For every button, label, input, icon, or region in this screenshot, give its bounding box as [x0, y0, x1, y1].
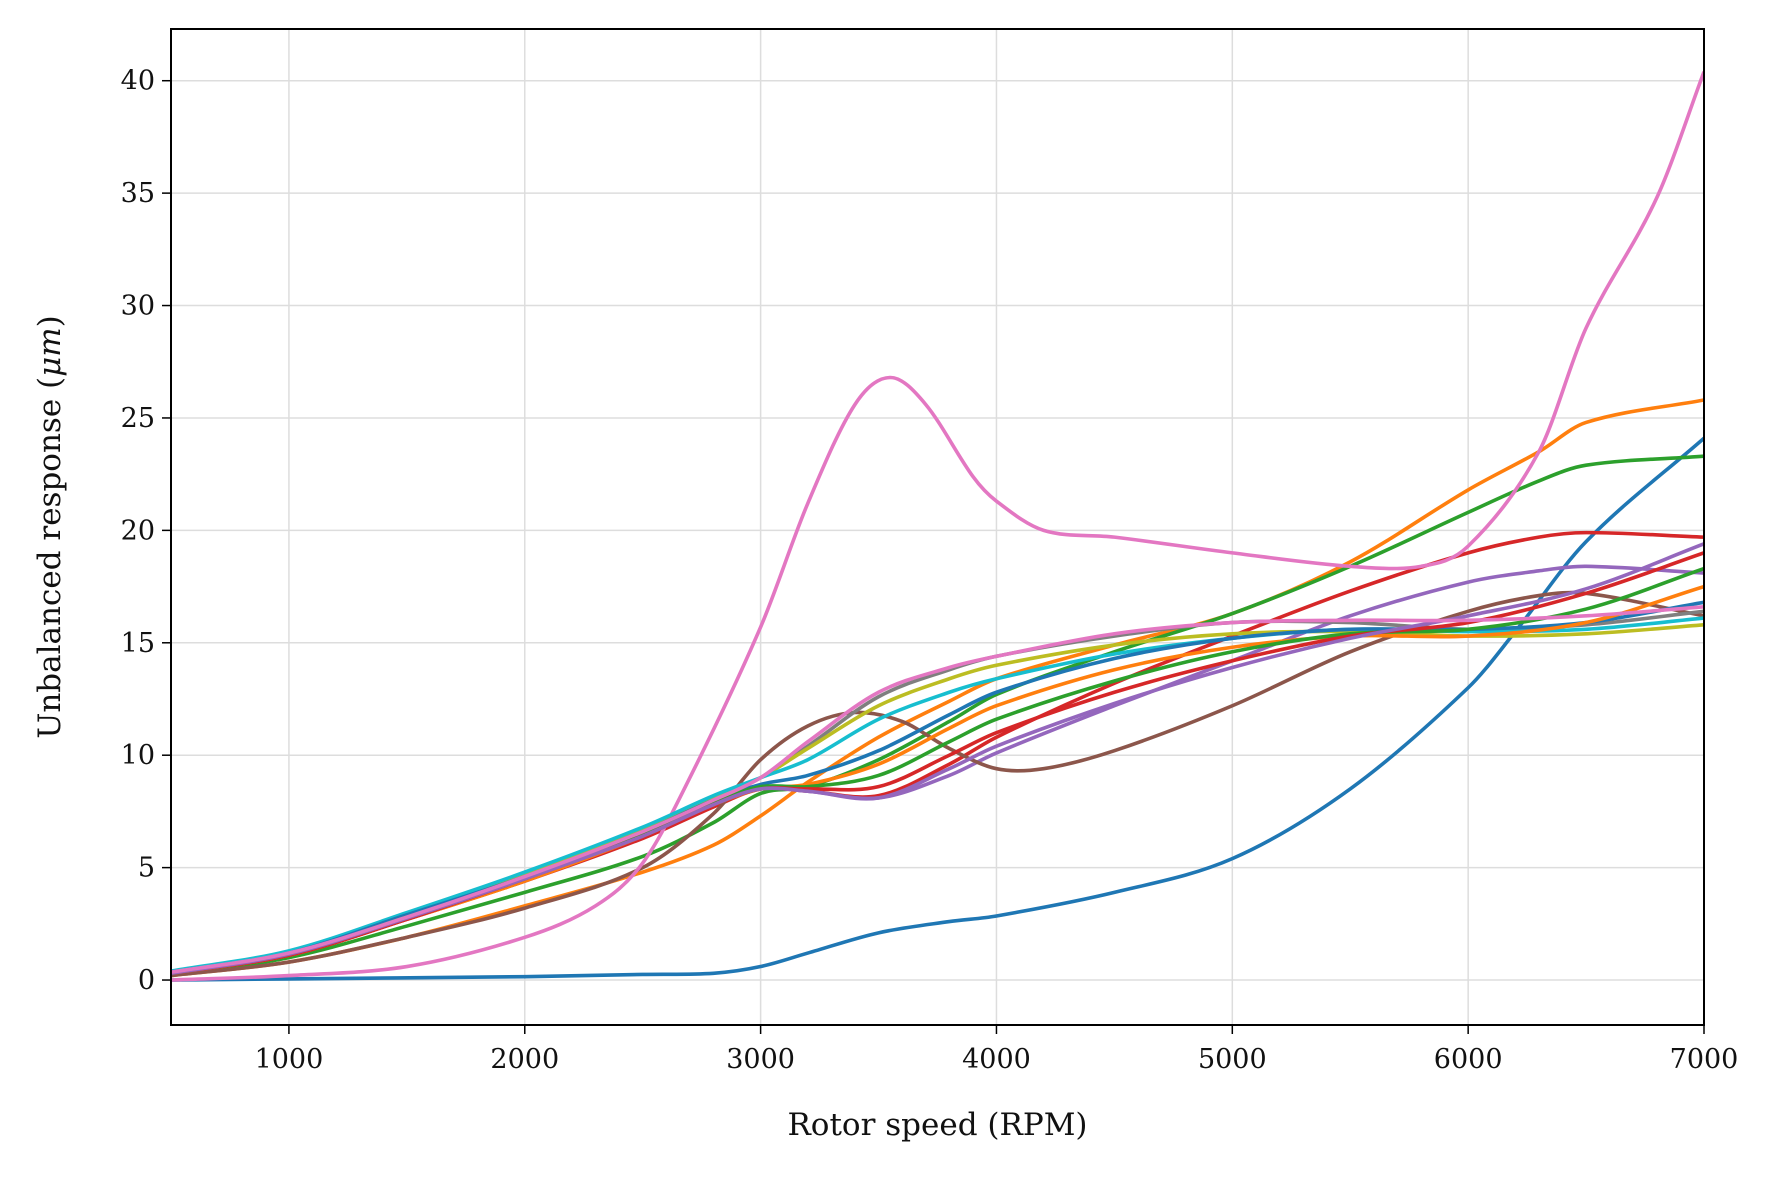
x-tick-label: 3000	[726, 1044, 795, 1075]
series-line-7	[171, 71, 1704, 982]
series-line-2	[171, 398, 1704, 978]
x-tick-label: 7000	[1670, 1044, 1739, 1075]
y-tick-label: 15	[121, 628, 155, 659]
y-tick-label: 10	[121, 740, 155, 771]
x-tick-label: 5000	[1198, 1044, 1267, 1075]
y-axis-label-suffix: )	[32, 315, 68, 327]
y-axis-ticks: 0 5 10 15 20 25 30 35 40	[121, 66, 171, 996]
y-tick-label: 5	[138, 853, 155, 884]
y-tick-label: 40	[121, 66, 155, 97]
y-tick-label: 0	[138, 965, 155, 996]
series-line-11	[171, 600, 1704, 974]
x-axis-ticks: 1000 2000 3000 4000 5000 6000 7000	[255, 1025, 1739, 1075]
series-line-1	[171, 436, 1704, 982]
plot-frame	[170, 28, 1705, 1026]
y-tick-label: 20	[121, 515, 155, 546]
x-tick-label: 6000	[1434, 1044, 1503, 1075]
series-line-6	[171, 590, 1704, 978]
series-line-3	[171, 454, 1704, 977]
x-tick-label: 1000	[255, 1044, 324, 1075]
y-tick-label: 25	[121, 403, 155, 434]
grid	[171, 29, 1705, 1025]
y-axis-label-unit: μm	[32, 327, 68, 377]
y-axis-label-prefix: Unbalanced response (	[32, 377, 68, 739]
series-line-16	[171, 605, 1704, 974]
series-line-4	[171, 530, 1704, 976]
x-axis-label: Rotor speed (RPM)	[787, 1107, 1087, 1143]
y-tick-label: 30	[121, 291, 155, 322]
x-tick-label: 4000	[962, 1044, 1031, 1075]
y-axis-label: Unbalanced response (μm)	[32, 315, 68, 739]
x-tick-label: 2000	[490, 1044, 559, 1075]
y-tick-label: 35	[121, 178, 155, 209]
series-lines	[171, 71, 1704, 982]
